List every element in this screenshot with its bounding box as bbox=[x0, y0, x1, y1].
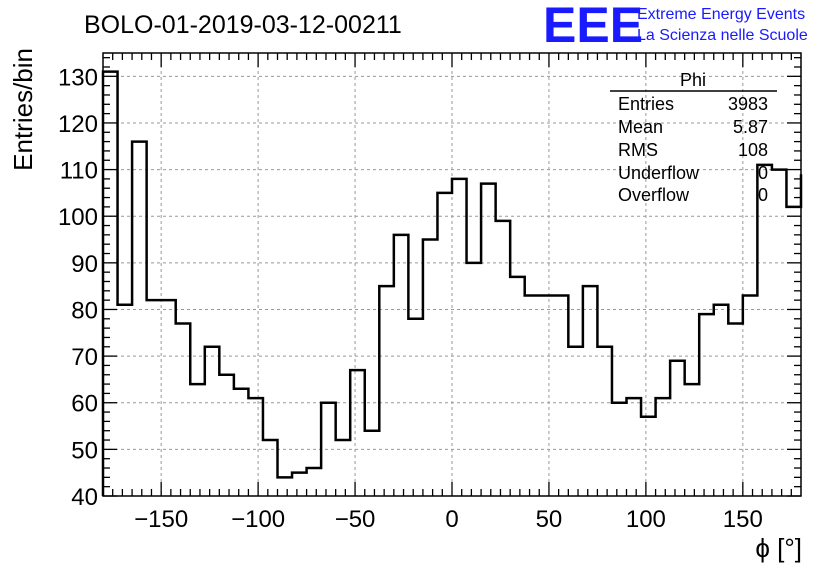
stats-label-overflow: Overflow bbox=[618, 185, 690, 205]
x-tick-label: 0 bbox=[445, 506, 458, 533]
stats-value-entries: 3983 bbox=[728, 94, 768, 114]
x-tick-label: 50 bbox=[536, 506, 563, 533]
x-tick-label: 150 bbox=[723, 506, 763, 533]
stats-title: Phi bbox=[680, 70, 706, 90]
stats-box: Phi Entries 3983 Mean 5.87 RMS 108 Under… bbox=[610, 70, 777, 205]
y-tick-label: 130 bbox=[58, 64, 98, 91]
axis-ticks bbox=[103, 53, 801, 497]
grid-lines bbox=[103, 53, 801, 497]
x-tick-label: −100 bbox=[231, 506, 285, 533]
logo-line-1: Extreme Energy Events bbox=[637, 6, 805, 23]
stats-label-entries: Entries bbox=[618, 94, 674, 114]
stats-value-underflow: 0 bbox=[758, 163, 768, 183]
x-tick-label: 100 bbox=[626, 506, 666, 533]
y-tick-label: 50 bbox=[71, 437, 98, 464]
y-tick-label: 110 bbox=[60, 158, 98, 185]
x-tick-labels: −150 −100 −50 0 50 100 150 bbox=[134, 506, 763, 533]
logo-mark: EEE bbox=[543, 0, 643, 53]
y-axis-title: Entries/bin bbox=[8, 48, 38, 171]
y-tick-label: 80 bbox=[71, 297, 98, 324]
y-tick-label: 100 bbox=[58, 204, 98, 231]
eee-logo: EEE Extreme Energy Events La Scienza nel… bbox=[543, 0, 808, 53]
x-tick-label: −50 bbox=[335, 506, 376, 533]
stats-value-mean: 5.87 bbox=[733, 117, 768, 137]
y-tick-labels: 40 50 60 70 80 90 100 110 120 130 bbox=[58, 64, 98, 511]
histogram-line bbox=[101, 70, 803, 496]
run-title: BOLO-01-2019-03-12-00211 bbox=[84, 11, 402, 39]
stats-label-rms: RMS bbox=[618, 140, 658, 160]
y-tick-label: 60 bbox=[71, 391, 98, 418]
stats-label-underflow: Underflow bbox=[618, 163, 700, 183]
stats-value-overflow: 0 bbox=[758, 185, 768, 205]
y-tick-label: 70 bbox=[71, 344, 98, 371]
stats-label-mean: Mean bbox=[618, 117, 663, 137]
x-axis-title: ϕ [°] bbox=[755, 533, 802, 563]
logo-line-2: La Scienza nelle Scuole bbox=[637, 27, 808, 44]
x-tick-label: −150 bbox=[134, 506, 188, 533]
y-tick-label: 90 bbox=[71, 251, 98, 278]
y-tick-label: 40 bbox=[71, 484, 98, 511]
stats-value-rms: 108 bbox=[738, 140, 768, 160]
y-tick-label: 120 bbox=[58, 111, 98, 138]
